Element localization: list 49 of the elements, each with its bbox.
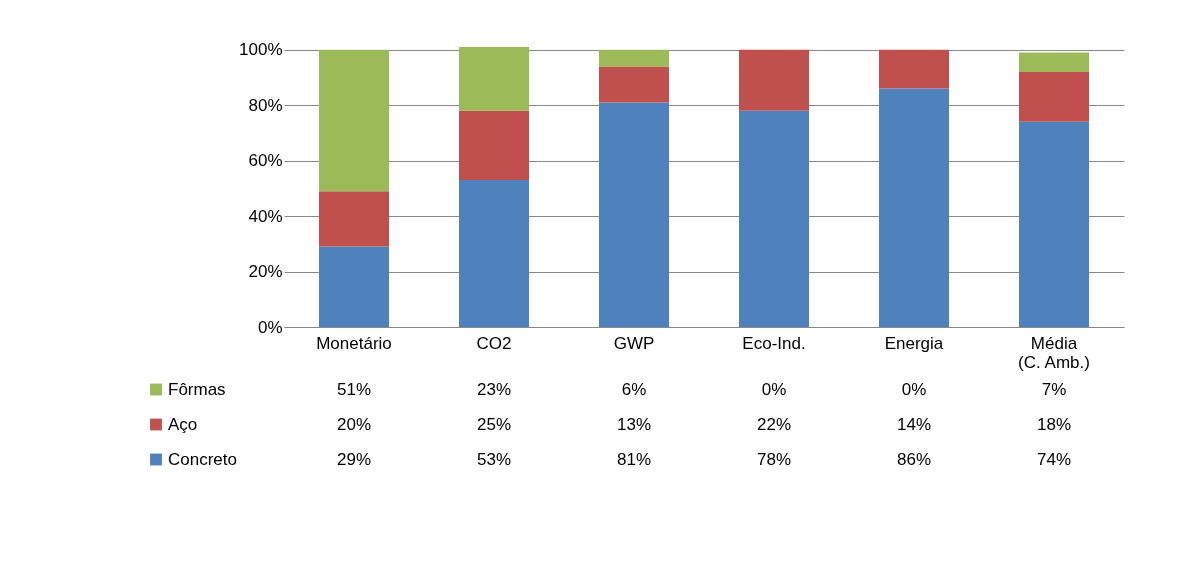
x-tick-label: Monetário [316,333,392,353]
x-tick-label: GWP [613,333,655,353]
bar [1019,121,1089,327]
bar [739,110,809,327]
y-tick-label: 100% [239,40,283,60]
data-label: 22% [756,414,792,434]
data-label: 29% [336,449,372,469]
legend-label: Concreto [168,449,237,469]
y-tick-label: 60% [248,151,283,171]
data-label: 20% [336,414,372,434]
legend-label: Fôrmas [168,379,226,399]
data-label: 51% [336,379,372,399]
data-label: 0% [761,379,787,399]
data-label: 14% [896,414,932,434]
data-label: 74% [1036,449,1072,469]
y-tick-label: 40% [248,206,283,226]
x-tick-label: Média (C. Amb.) [1018,333,1090,372]
x-tick-label: Energia [884,333,944,353]
data-label: 25% [476,414,512,434]
y-tick-label: 80% [248,95,283,115]
bar [599,66,669,103]
y-tick-label: 0% [257,317,283,337]
bar [459,47,529,111]
bar [599,49,669,67]
data-label: 7% [1041,379,1067,399]
bar [599,102,669,327]
bar [739,49,809,111]
data-label: 0% [901,379,927,399]
bar [459,110,529,181]
x-tick-label: CO2 [476,333,512,353]
bar [1019,52,1089,72]
bar [459,180,529,327]
x-tick-label: Eco-Ind. [742,333,806,353]
bar [319,191,389,247]
bar [319,49,389,192]
data-label: 53% [476,449,512,469]
data-label: 81% [616,449,652,469]
data-label: 18% [1036,414,1072,434]
data-label: 86% [896,449,932,469]
y-tick-label: 20% [248,262,283,282]
data-label: 6% [621,379,647,399]
bar [319,246,389,327]
legend-label: Aço [168,414,198,434]
data-label: 78% [756,449,792,469]
bar [1019,71,1089,122]
data-label: 23% [476,379,512,399]
bar [879,49,949,89]
data-label: 13% [616,414,652,434]
bar [879,88,949,327]
